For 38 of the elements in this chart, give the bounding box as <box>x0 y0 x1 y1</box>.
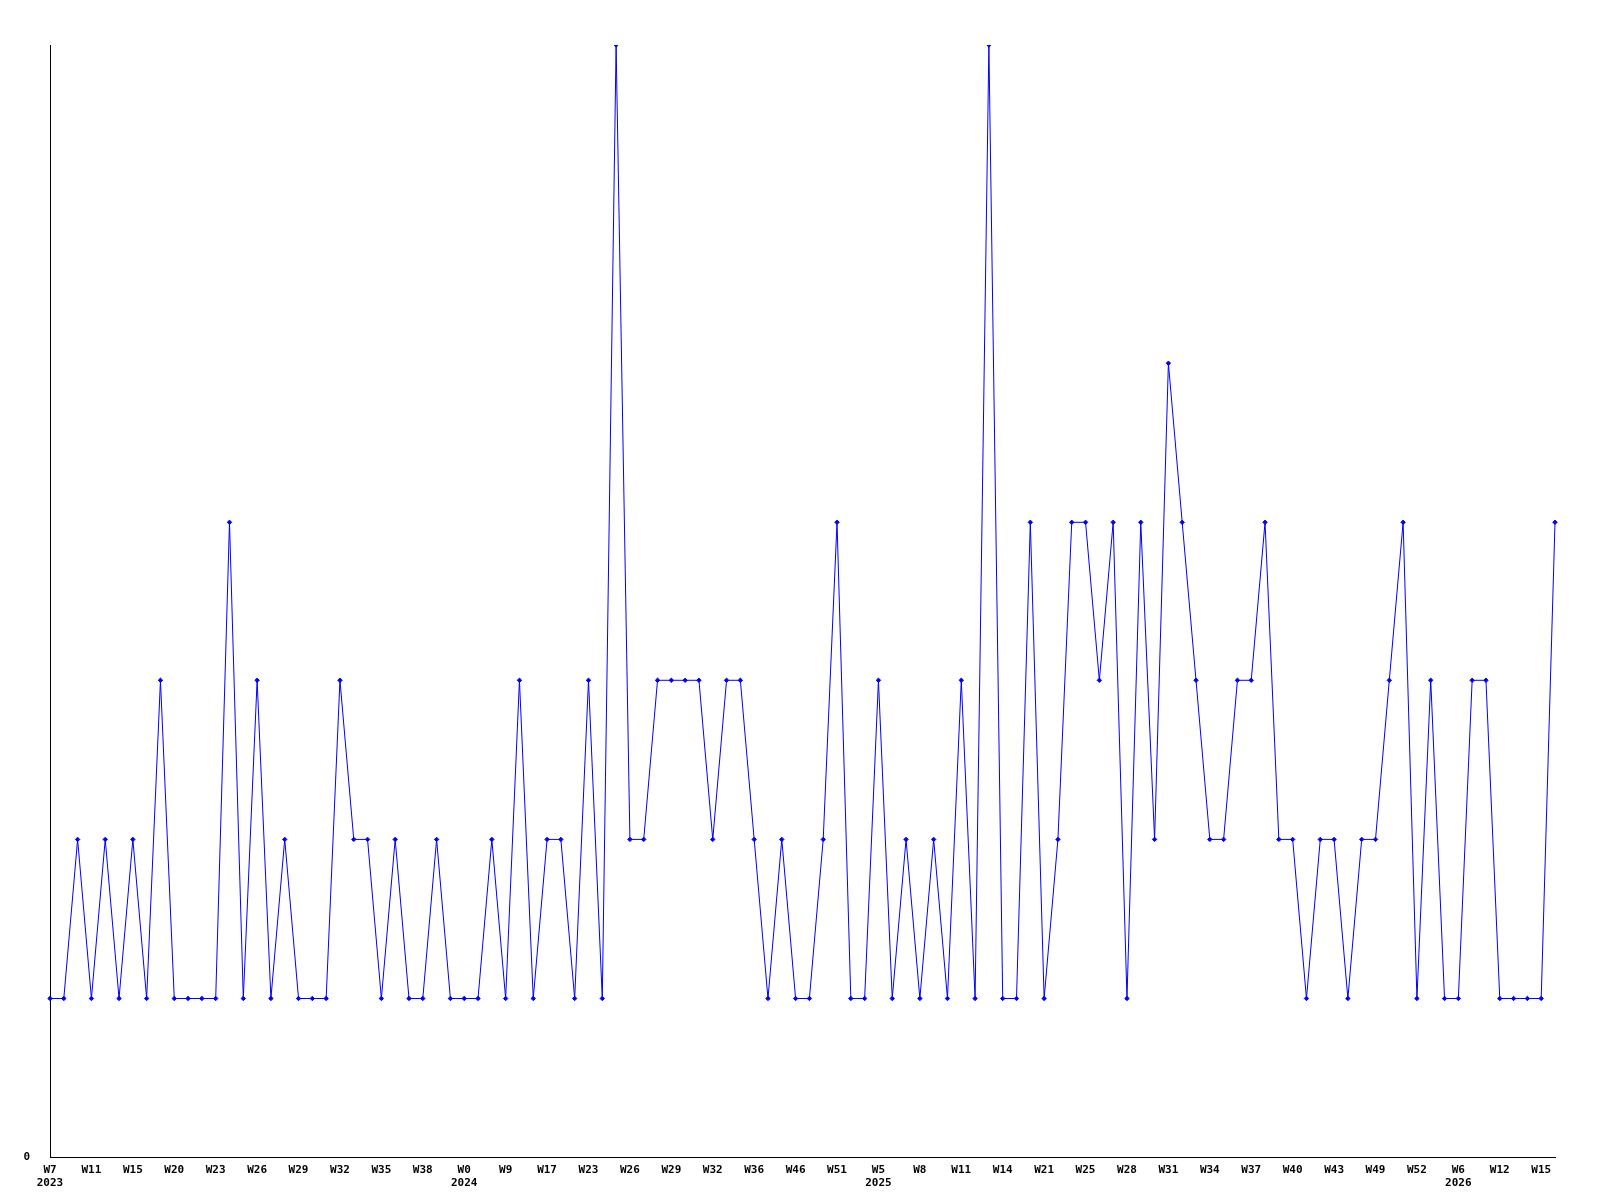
x-tick-label: W11 <box>81 1163 102 1177</box>
x-tick-label: W8 <box>913 1163 927 1177</box>
x-tick-label: W35 <box>371 1163 392 1177</box>
x-tick-label: W52 <box>1406 1163 1427 1177</box>
x-tick-label: W12 <box>1489 1163 1510 1177</box>
x-tick-label: W0 2024 <box>450 1163 478 1190</box>
x-tick-label: W29 <box>661 1163 682 1177</box>
x-tick-label: W32 <box>330 1163 350 1177</box>
x-tick-label: W28 <box>1117 1163 1137 1177</box>
x-tick-label: W26 <box>247 1163 268 1177</box>
x-tick-label: W51 <box>827 1163 848 1177</box>
x-tick-label: W37 <box>1241 1163 1262 1177</box>
x-tick-label: W26 <box>619 1163 641 1177</box>
x-tick-label: W11 <box>951 1163 972 1177</box>
x-tick-label: W7 2023 <box>36 1163 64 1190</box>
x-tick-label: W17 <box>537 1163 557 1177</box>
x-tick-label: W32 <box>702 1163 723 1177</box>
x-tick-label: W29 <box>288 1163 309 1177</box>
x-tick-label: W25 <box>1075 1163 1096 1177</box>
x-tick-label: W43 <box>1324 1163 1345 1177</box>
x-tick-label: W40 <box>1282 1163 1303 1177</box>
x-tick-label: W23 <box>578 1163 599 1177</box>
x-tick-label: W46 <box>785 1163 806 1177</box>
text: 0 <box>23 1150 30 1164</box>
x-tick-label: W38 <box>412 1163 433 1177</box>
x-tick-label: W34 <box>1199 1163 1221 1177</box>
x-tick-label: W15 <box>122 1163 143 1177</box>
x-tick-label: W20 <box>164 1163 185 1177</box>
x-tick-label: W14 <box>992 1163 1014 1177</box>
x-tick-label: W31 <box>1158 1163 1179 1177</box>
x-tick-label: W15 <box>1531 1163 1552 1177</box>
x-tick-label: W21 <box>1034 1163 1055 1177</box>
x-tick-label: W23 <box>205 1163 226 1177</box>
x-tick-label: W9 <box>499 1163 513 1177</box>
x-tick-label: W6 2026 <box>1445 1163 1472 1190</box>
x-tick-label: W36 <box>744 1163 765 1177</box>
x-tick-label: W49 <box>1365 1163 1386 1177</box>
x-tick-label: W5 2025 <box>865 1163 892 1190</box>
